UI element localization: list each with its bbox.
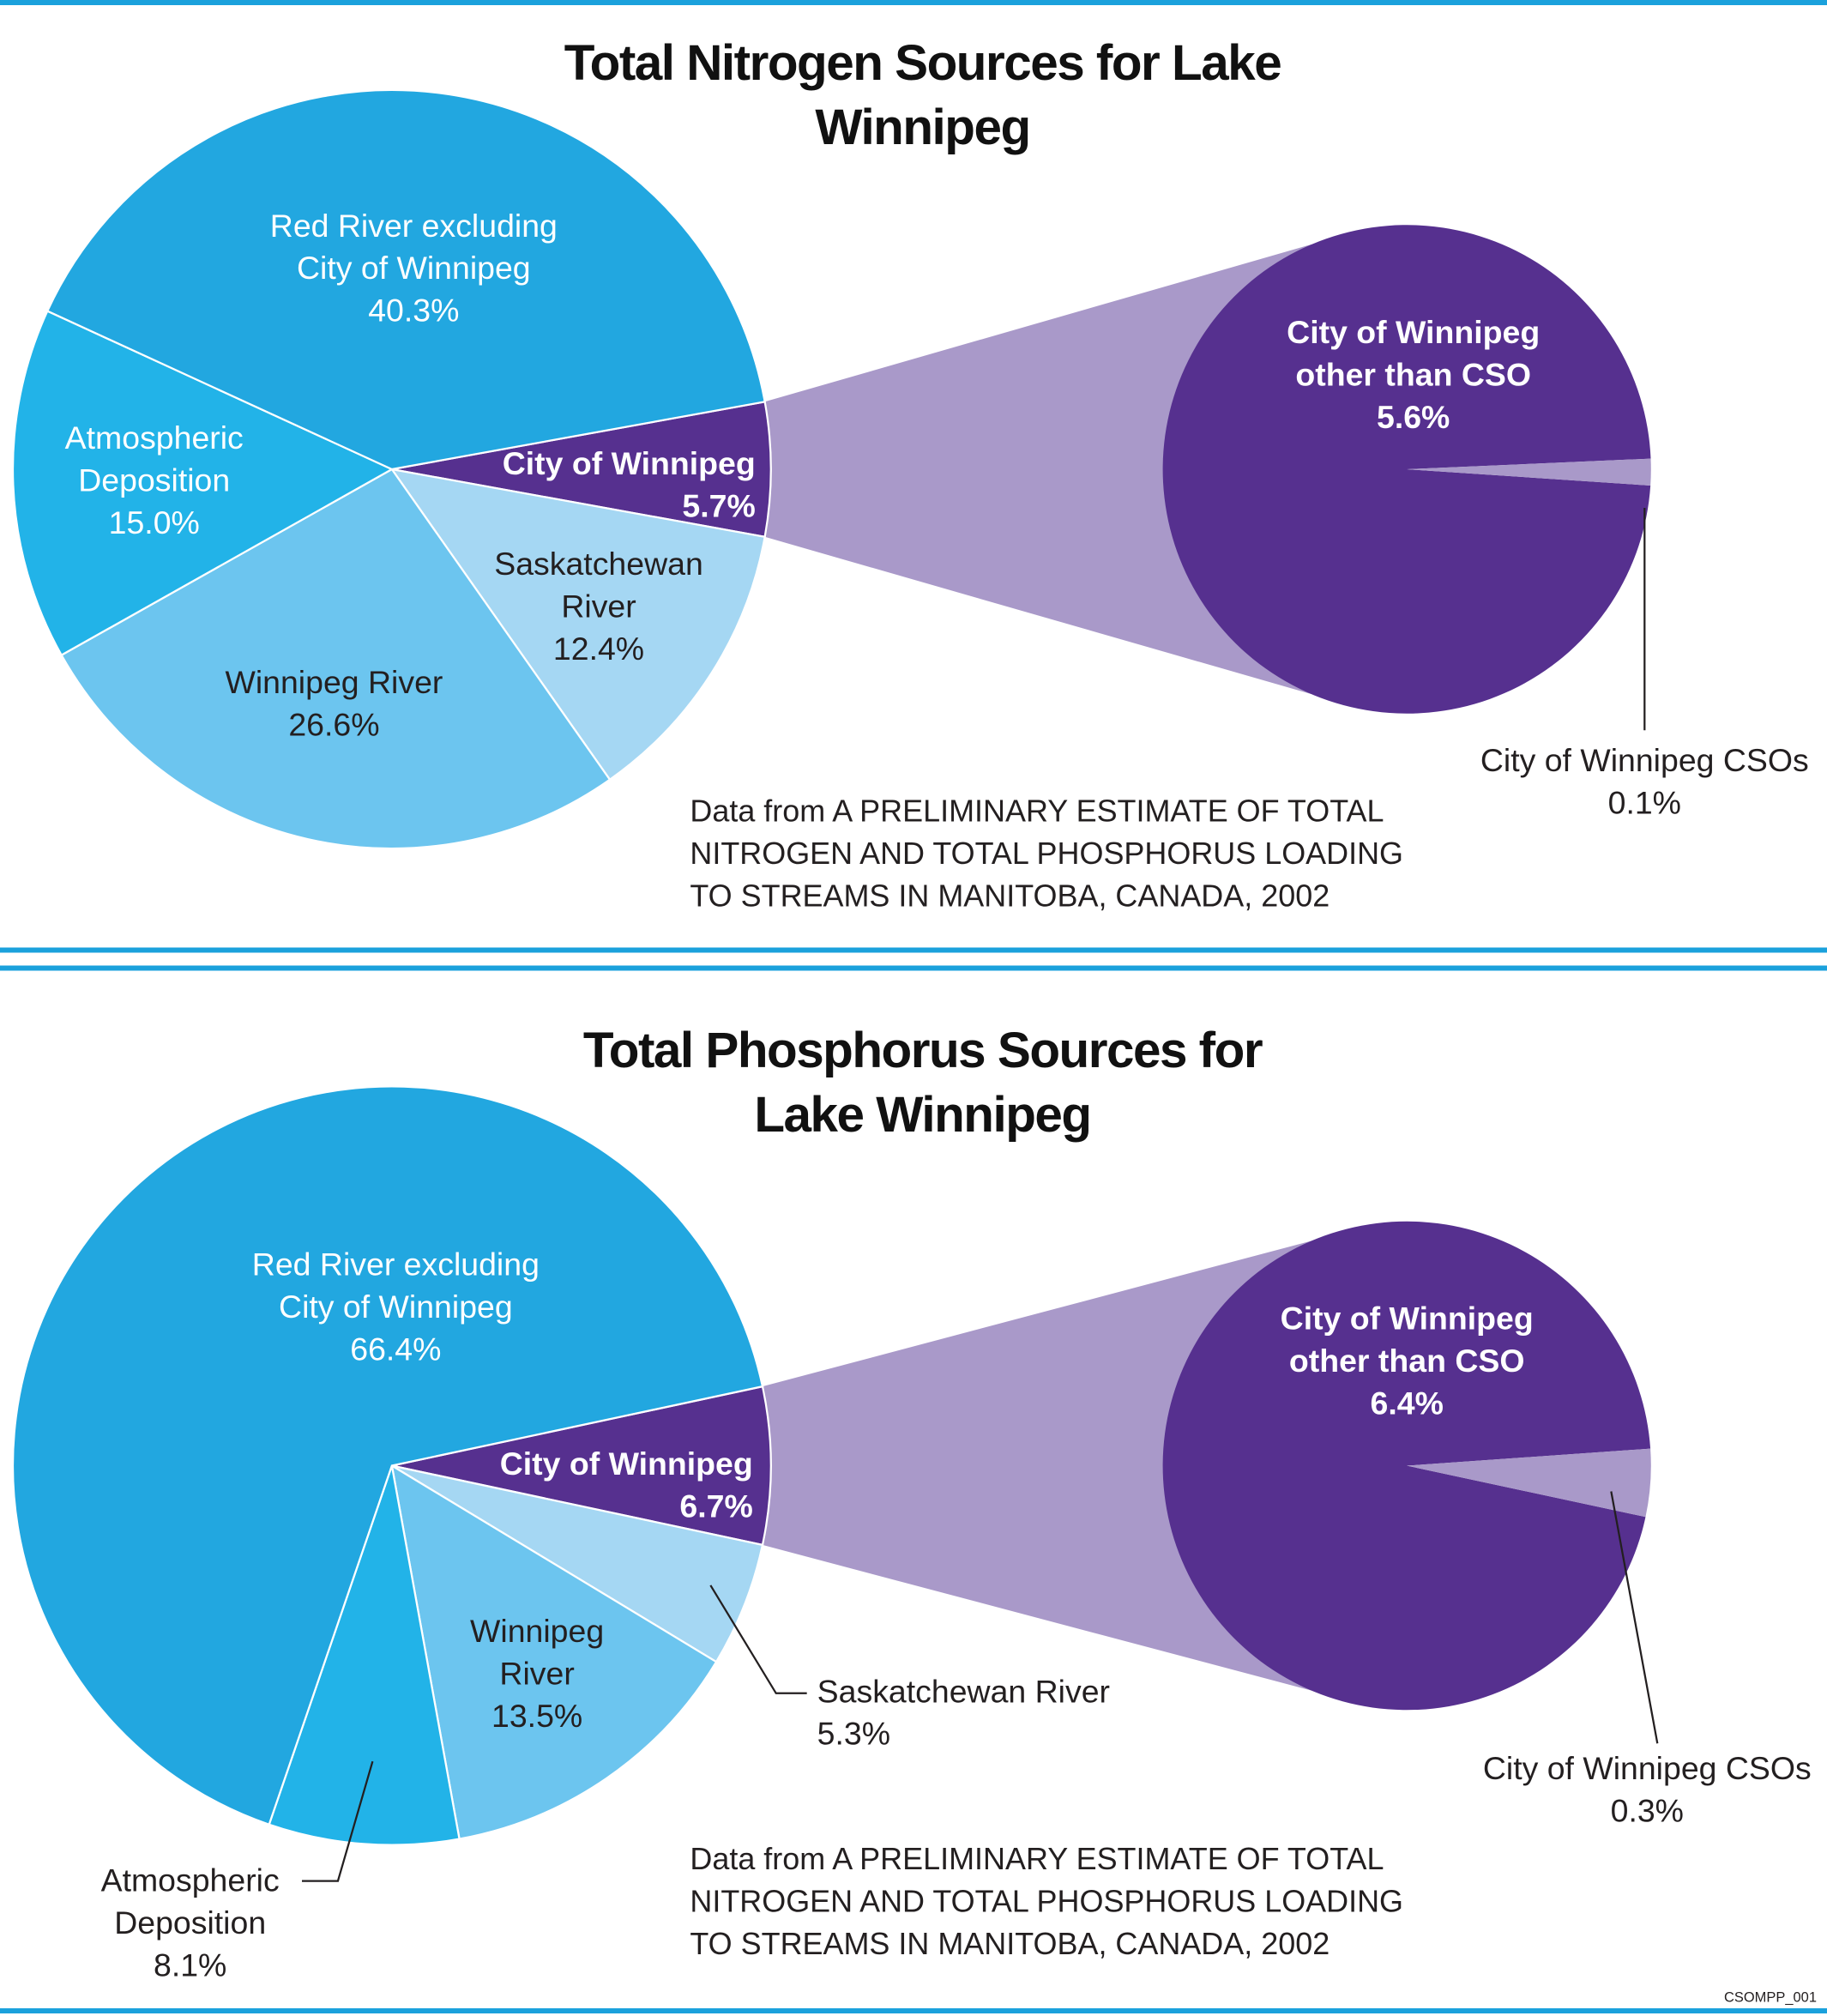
slice-label: Winnipeg River 13.5% (454, 1611, 621, 1738)
slice-name: Winnipeg River (470, 1613, 605, 1693)
leaders (302, 507, 1659, 1882)
slice-label: Saskatchewan River 12.4% (470, 544, 727, 671)
slice-name: Saskatchewan River (494, 546, 703, 625)
sub-slice-label: City of Winnipeg other than CSO 5.6% (1259, 312, 1567, 439)
pie-slice (11, 1085, 764, 1826)
sub-slice-label: City of Winnipeg CSOs 0.3% (1468, 1748, 1827, 1833)
slice-name: City of Winnipeg other than CSO (1280, 1301, 1534, 1380)
slice-value: 5.6% (1376, 400, 1450, 437)
slice-value: 8.1% (153, 1947, 227, 1984)
sub-slice-label: City of Winnipeg other than CSO 6.4% (1252, 1299, 1560, 1426)
leader-line (302, 1760, 374, 1882)
slice-value: 66.4% (350, 1331, 442, 1368)
pie-slice (45, 88, 766, 471)
slice-name: Atmospheric Deposition (100, 1862, 280, 1942)
slice-name: Saskatchewan River (817, 1674, 1111, 1711)
slice-name: City of Winnipeg (499, 1446, 753, 1483)
source-note: Data from A PRELIMINARY ESTIMATE OF TOTA… (690, 1842, 1404, 1963)
slice-name: Atmospheric Deposition (64, 420, 244, 499)
connector (762, 1240, 1311, 1691)
slice-value: 6.7% (679, 1488, 753, 1525)
sub-pie-slice (1407, 1448, 1651, 1518)
leader-line (709, 1584, 807, 1694)
pie-slice (268, 1462, 461, 1846)
pie-slice (391, 400, 772, 539)
slice-label: Atmospheric Deposition 15.0% (26, 418, 283, 545)
slice-label: Red River excluding City of Winnipeg 40.3… (247, 206, 581, 333)
slice-name: Red River excluding City of Winnipeg (251, 1246, 540, 1326)
leader-line (1610, 1491, 1659, 1744)
slice-value: 15.0% (108, 504, 200, 541)
footer-id: CSOMPP_001 (1723, 1989, 1818, 2006)
slice-value: 12.4% (552, 631, 645, 667)
source-note: Data from A PRELIMINARY ESTIMATE OF TOTA… (690, 794, 1404, 914)
slice-value: 0.3% (1610, 1793, 1684, 1830)
pie-slice (11, 310, 395, 657)
sub-slice-label: City of Winnipeg CSOs 0.1% (1465, 740, 1824, 825)
slice-name: Red River excluding City of Winnipeg (269, 208, 558, 287)
slice-value: 40.3% (368, 293, 460, 329)
pie-slice (391, 1385, 772, 1547)
chart-title: Total Phosphorus Sources for Lake Winnip… (582, 1023, 1263, 1144)
chart-title: Total Nitrogen Sources for Lake Winnipeg (564, 35, 1282, 156)
slice-name: City of Winnipeg other than CSO (1287, 315, 1541, 394)
slice-label: City of Winnipeg 5.7% (421, 444, 756, 528)
slice-name: Winnipeg River (225, 664, 443, 701)
sub-pie-slice (1407, 458, 1651, 486)
slice-value: 26.6% (288, 707, 380, 744)
slice-label: Winnipeg River 26.6% (180, 662, 488, 747)
slice-value: 13.5% (491, 1698, 583, 1735)
connector (764, 244, 1311, 695)
pie-slice (60, 468, 612, 850)
slice-name: City of Winnipeg CSOs (1482, 1751, 1812, 1788)
sub-pie-slice (1162, 225, 1651, 714)
slice-value: 5.7% (682, 488, 756, 525)
slice-name: City of Winnipeg (502, 446, 756, 483)
slice-label: Atmospheric Deposition 8.1% (75, 1861, 306, 1988)
pie-slice (389, 468, 766, 782)
slice-label: City of Winnipeg 6.7% (419, 1444, 753, 1529)
slice-label: Saskatchewan River 5.3% (817, 1671, 1151, 1756)
sub-pie-slice (1162, 1221, 1651, 1711)
pie-slice (390, 1464, 718, 1840)
pie-slice (391, 1464, 764, 1663)
slice-value: 6.4% (1370, 1385, 1444, 1422)
slice-label: Red River excluding City of Winnipeg 66.4… (229, 1245, 563, 1372)
slice-value: 0.1% (1607, 785, 1681, 822)
slice-name: City of Winnipeg CSOs (1480, 743, 1809, 780)
slice-value: 5.3% (817, 1716, 891, 1753)
